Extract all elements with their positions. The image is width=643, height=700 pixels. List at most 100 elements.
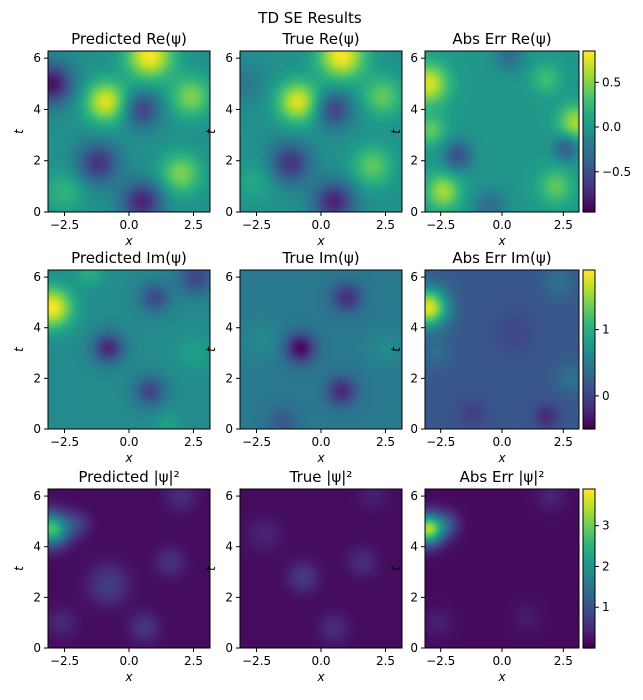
colorbar-segment	[583, 597, 595, 601]
colorbar-segment	[583, 166, 595, 170]
colorbar-segment	[583, 75, 595, 79]
colorbar-segment	[583, 169, 595, 173]
panel-title: True |ψ|²	[289, 468, 353, 486]
colorbar-segment	[583, 277, 595, 282]
x-tick-label: 0.0	[311, 654, 330, 668]
colorbar-segment	[583, 195, 595, 200]
colorbar-segment	[583, 69, 595, 74]
colorbar-segment	[583, 91, 595, 95]
y-tick-label: 2	[225, 154, 233, 168]
y-tick-label: 4	[225, 321, 233, 335]
x-tick-label: −2.5	[426, 654, 455, 668]
colorbar-tick-label: 3	[602, 519, 610, 533]
colorbar-segment	[583, 523, 595, 527]
colorbar-segment	[583, 552, 595, 556]
x-tick-label: −2.5	[242, 654, 271, 668]
colorbar-frame	[582, 488, 596, 649]
y-tick-label: 2	[225, 590, 233, 604]
colorbar-segment	[583, 163, 595, 167]
colorbar-segment	[583, 83, 595, 87]
colorbar-segment	[583, 413, 595, 417]
colorbar-segment	[583, 402, 595, 406]
colorbar-segment	[583, 584, 595, 588]
colorbar-segment	[583, 397, 595, 401]
y-tick-label: 0	[410, 422, 418, 436]
colorbar-segment	[583, 626, 595, 631]
colorbar-segment	[583, 621, 595, 625]
y-tick-label: 6	[33, 489, 41, 503]
panel-pred_im: Predicted Im(ψ) −2.5 0.0 2.5 0 2 4 6 x t	[12, 249, 211, 465]
colorbar-segment	[583, 494, 595, 498]
y-tick-label: 0	[225, 641, 233, 655]
panel-true_re: True Re(ψ) −2.5 0.0 2.5 0 2 4 6 x t	[204, 30, 403, 248]
colorbar-segment	[583, 209, 595, 213]
colorbar-segment	[583, 112, 595, 116]
colorbar-segment	[583, 421, 595, 425]
colorbar-segment	[583, 174, 595, 178]
colorbar-segment	[583, 595, 595, 599]
colorbar-segment	[583, 131, 595, 135]
colorbar-segment	[583, 301, 595, 306]
y-tick-label: 6	[410, 270, 418, 284]
x-axis-label: x	[124, 451, 133, 465]
x-tick-label: −2.5	[426, 435, 455, 449]
colorbar-segment	[583, 539, 595, 543]
colorbar-segment	[583, 270, 595, 274]
colorbar-segment	[583, 134, 595, 138]
colorbar-segment	[583, 391, 595, 396]
colorbar-segment	[583, 642, 595, 646]
y-tick-label: 4	[410, 102, 418, 116]
colorbar-segment	[583, 101, 595, 106]
colorbar-segment	[583, 293, 595, 298]
y-tick-label: 2	[33, 371, 41, 385]
colorbar-segment	[583, 386, 595, 390]
colorbar-segment	[583, 139, 595, 143]
colorbar-segment	[583, 504, 595, 509]
colorbar-segment	[583, 201, 595, 205]
colorbar-segment	[583, 275, 595, 279]
x-axis-label: x	[316, 670, 325, 684]
colorbar-segment	[583, 325, 595, 329]
panel-title: True Im(ψ)	[281, 249, 359, 267]
colorbar-segment	[583, 378, 595, 382]
panel-pred_abs: Predicted |ψ|² −2.5 0.0 2.5 0 2 4 6 x t	[12, 468, 211, 684]
y-tick-label: 4	[225, 540, 233, 554]
figure-suptitle: TD SE Results	[257, 9, 362, 27]
colorbar-segment	[583, 592, 595, 596]
colorbar-segment	[583, 520, 595, 525]
y-axis-label: t	[204, 565, 218, 571]
colorbar-segment	[583, 123, 595, 127]
colorbar-tick-label: 1	[602, 323, 610, 337]
colorbar-segment	[583, 88, 595, 92]
x-tick-label: 2.5	[184, 218, 203, 232]
colorbar-tick-label: 0.5	[602, 75, 621, 89]
y-tick-label: 0	[33, 641, 41, 655]
colorbar-segment	[583, 96, 595, 100]
colorbar-segment	[583, 61, 595, 66]
colorbar-segment	[583, 338, 595, 343]
colorbar-segment	[583, 613, 595, 617]
colorbar-segment	[583, 190, 595, 194]
colorbar-segment	[583, 512, 595, 517]
colorbar-segment	[583, 147, 595, 151]
colorbar-segment	[583, 536, 595, 540]
colorbar-segment	[583, 171, 595, 176]
colorbar-segment	[583, 198, 595, 202]
heatmap-field	[240, 489, 402, 648]
colorbar-segment	[583, 576, 595, 580]
colorbar-segment	[583, 328, 595, 332]
colorbar-segment	[583, 307, 595, 311]
colorbar-segment	[583, 341, 595, 345]
panel-true_abs: True |ψ|² −2.5 0.0 2.5 0 2 4 6 x t	[204, 468, 403, 684]
colorbar-segment	[583, 528, 595, 532]
colorbar-segment	[583, 330, 595, 335]
colorbar-segment	[583, 285, 595, 290]
colorbar-segment	[583, 203, 595, 208]
y-tick-label: 0	[410, 641, 418, 655]
colorbar-segment	[583, 349, 595, 353]
x-tick-label: 0.0	[119, 218, 138, 232]
heatmap-field	[48, 270, 210, 429]
y-axis-label: t	[12, 128, 26, 134]
